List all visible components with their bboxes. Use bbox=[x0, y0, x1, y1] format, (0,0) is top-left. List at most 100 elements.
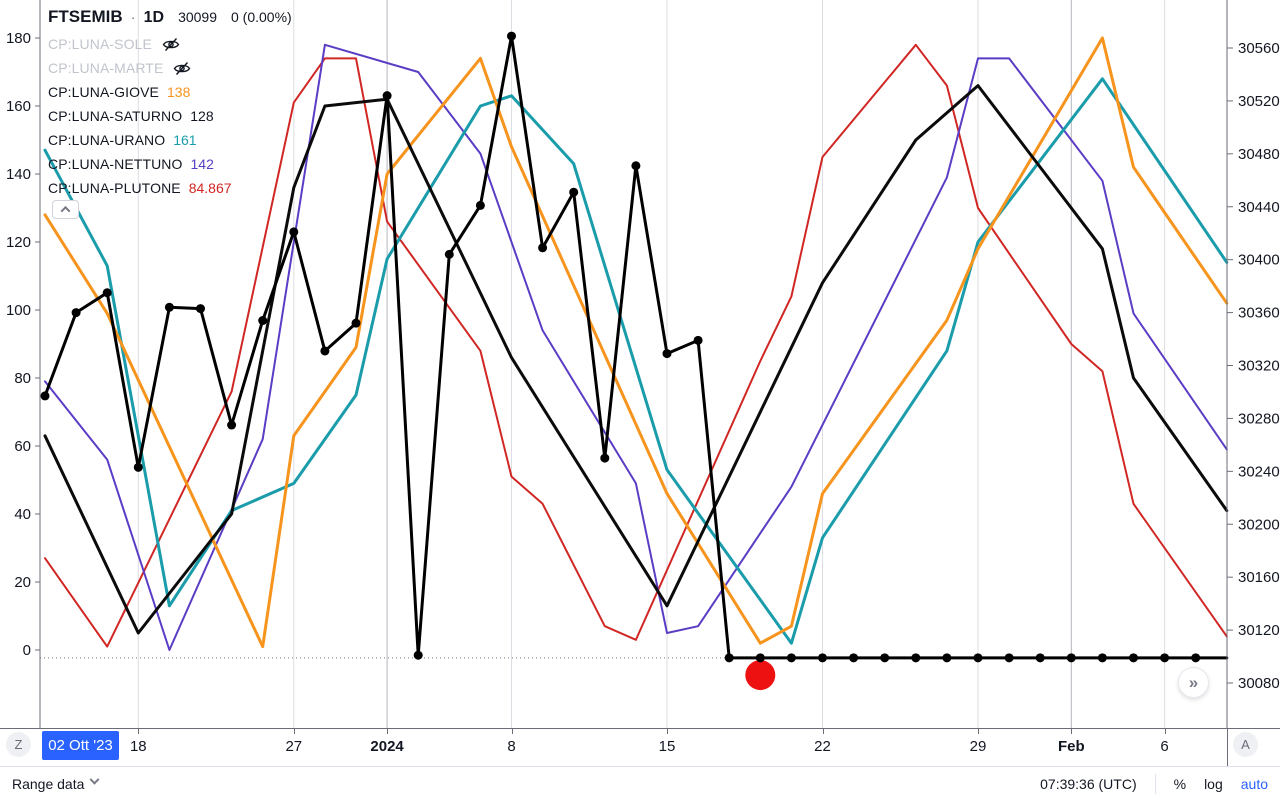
time-axis[interactable]: Z 02 Ott '23 18 27 2024 8 15 22 29 Feb 6 A bbox=[0, 728, 1280, 767]
series-label[interactable]: CP:LUNA-MARTE bbox=[48, 60, 164, 76]
x-axis-tick bbox=[1071, 729, 1073, 734]
data-point-marker bbox=[942, 653, 952, 663]
x-axis-tick bbox=[387, 729, 389, 734]
data-point-marker bbox=[164, 302, 174, 312]
right-axis-tick-label: 30520 bbox=[1238, 93, 1280, 110]
data-point-marker bbox=[444, 249, 454, 259]
left-axis-tick-label: 0 bbox=[23, 642, 31, 659]
series-label[interactable]: CP:LUNA-URANO bbox=[48, 132, 166, 148]
right-axis-tick-label: 30360 bbox=[1238, 305, 1280, 322]
x-axis-label: Feb bbox=[1057, 738, 1085, 755]
title-separator: · bbox=[130, 9, 136, 26]
time-axis-right-border bbox=[1227, 729, 1228, 767]
data-point-marker bbox=[258, 316, 268, 326]
x-axis-label: 6 bbox=[1160, 738, 1169, 755]
auto-scale-button[interactable]: auto bbox=[1240, 775, 1268, 792]
series-label[interactable]: CP:LUNA-SOLE bbox=[48, 36, 152, 52]
data-point-marker bbox=[911, 653, 921, 663]
data-point-marker bbox=[1004, 653, 1014, 663]
right-axis-tick-label: 30440 bbox=[1238, 199, 1280, 216]
legend-row-luna-sole[interactable]: CP:LUNA-SOLE bbox=[48, 32, 292, 56]
chevron-up-icon bbox=[60, 205, 71, 216]
selected-date-label: 02 Ott '23 bbox=[48, 737, 113, 754]
right-axis-tick-label: 30160 bbox=[1238, 569, 1280, 586]
last-price: 30099 bbox=[178, 9, 217, 25]
data-point-marker bbox=[102, 288, 112, 298]
eye-off-icon[interactable] bbox=[162, 37, 180, 52]
auto-scale-badge[interactable]: A bbox=[1233, 732, 1258, 757]
eye-off-icon[interactable] bbox=[173, 61, 191, 76]
data-point-marker bbox=[196, 304, 205, 314]
right-axis-tick-label: 30320 bbox=[1238, 358, 1280, 375]
bottom-toolbar: Range data 07:39:36 (UTC) % log auto bbox=[0, 766, 1280, 800]
data-point-marker bbox=[320, 346, 330, 356]
auto-scale-badge-label: A bbox=[1241, 737, 1250, 752]
data-point-marker bbox=[724, 653, 734, 663]
series-line-cp-luna-plutone bbox=[44, 43, 1228, 648]
left-axis-tick-label: 140 bbox=[6, 166, 31, 183]
data-point-marker bbox=[631, 161, 641, 171]
range-data-button[interactable]: Range data bbox=[12, 774, 100, 792]
data-point-marker bbox=[662, 349, 672, 359]
left-axis-tick-label: 120 bbox=[6, 234, 31, 251]
price-chart-canvas[interactable]: 0 20 40 60 80 100 120 140 160 180 30080 30120 30160 3… bbox=[0, 0, 1280, 728]
fast-forward-icon: » bbox=[1188, 672, 1199, 692]
x-axis-label: 15 bbox=[658, 738, 676, 755]
series-label[interactable]: CP:LUNA-NETTUNO bbox=[48, 156, 183, 172]
right-axis-tick-label: 30280 bbox=[1238, 410, 1280, 427]
x-axis-label: 8 bbox=[507, 738, 516, 755]
series-label[interactable]: CP:LUNA-PLUTONE bbox=[48, 180, 181, 196]
x-axis-label: 27 bbox=[285, 738, 303, 755]
x-axis-tick bbox=[511, 729, 513, 734]
data-point-marker bbox=[351, 318, 361, 328]
symbol-title-row[interactable]: FTSEMIB · 1D 30099 0 (0.00%) bbox=[48, 7, 292, 32]
series-value: 84.867 bbox=[188, 180, 232, 196]
series-value: 161 bbox=[173, 132, 197, 148]
scroll-to-realtime-button[interactable]: » bbox=[1178, 667, 1209, 698]
data-point-marker bbox=[786, 653, 796, 663]
legend: FTSEMIB · 1D 30099 0 (0.00%) CP:LUNA-SOL… bbox=[48, 7, 292, 219]
chevron-down-icon bbox=[89, 774, 100, 785]
series-line-cp-luna-nettuno bbox=[44, 43, 1228, 651]
data-point-marker bbox=[600, 453, 610, 463]
legend-row-luna-marte[interactable]: CP:LUNA-MARTE bbox=[48, 56, 292, 80]
x-axis-label: 2024 bbox=[370, 738, 404, 755]
legend-collapse-button[interactable] bbox=[52, 200, 79, 219]
data-point-marker bbox=[133, 462, 143, 472]
right-axis-tick-label: 30400 bbox=[1238, 252, 1280, 269]
percent-scale-button[interactable]: % bbox=[1173, 775, 1187, 792]
log-scale-button[interactable]: log bbox=[1204, 775, 1223, 792]
left-axis-tick-label: 40 bbox=[14, 506, 31, 523]
interval-label[interactable]: 1D bbox=[143, 9, 165, 26]
symbol-name[interactable]: FTSEMIB bbox=[48, 7, 123, 26]
x-axis-tick bbox=[978, 729, 979, 734]
series-label[interactable]: CP:LUNA-SATURNO bbox=[48, 108, 183, 124]
legend-row-luna-nettuno[interactable]: CP:LUNA-NETTUNO 142 bbox=[48, 152, 292, 176]
legend-row-luna-giove[interactable]: CP:LUNA-GIOVE 138 bbox=[48, 80, 292, 104]
right-axis-tick-label: 30560 bbox=[1238, 40, 1280, 57]
price-change: 0 (0.00%) bbox=[231, 9, 292, 25]
x-axis-label: 18 bbox=[129, 738, 147, 755]
data-point-marker bbox=[1191, 653, 1201, 663]
legend-row-luna-urano[interactable]: CP:LUNA-URANO 161 bbox=[48, 128, 292, 152]
selected-date-chip: 02 Ott '23 bbox=[42, 731, 119, 760]
series-value: 138 bbox=[167, 84, 191, 100]
series-value: 128 bbox=[190, 108, 214, 124]
chart-pane[interactable]: 0 20 40 60 80 100 120 140 160 180 30080 30120 30160 3… bbox=[0, 0, 1280, 728]
left-axis-tick-label: 20 bbox=[14, 574, 31, 591]
x-axis-tick bbox=[1164, 729, 1166, 734]
series-label[interactable]: CP:LUNA-GIOVE bbox=[48, 84, 159, 100]
x-axis-label: 22 bbox=[814, 738, 831, 755]
legend-row-luna-saturno[interactable]: CP:LUNA-SATURNO 128 bbox=[48, 104, 292, 128]
right-axis-tick-label: 30480 bbox=[1238, 146, 1280, 163]
clock-utc[interactable]: 07:39:36 (UTC) bbox=[1040, 775, 1137, 792]
toolbar-divider bbox=[1154, 773, 1156, 794]
legend-row-luna-plutone[interactable]: CP:LUNA-PLUTONE 84.867 bbox=[48, 176, 292, 200]
data-point-marker bbox=[1066, 653, 1076, 663]
series-line-cp-luna-saturno bbox=[43, 84, 1229, 635]
data-point-marker bbox=[289, 227, 299, 237]
data-point-marker bbox=[849, 653, 859, 663]
timezone-badge[interactable]: Z bbox=[6, 732, 31, 757]
left-axis-tick-label: 180 bbox=[6, 30, 31, 47]
data-point-marker bbox=[973, 653, 983, 663]
